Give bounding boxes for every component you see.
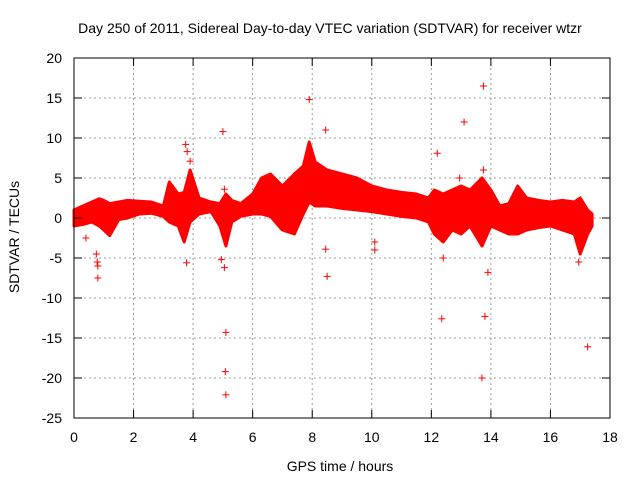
data-point (323, 272, 331, 280)
x-tick-label: 2 (130, 429, 138, 445)
y-tick-label: 0 (54, 210, 62, 226)
y-tick-label: 20 (46, 50, 62, 66)
data-point (456, 174, 464, 182)
data-point (479, 166, 487, 174)
data-point (433, 149, 441, 157)
x-tick-label: 4 (189, 429, 197, 445)
y-tick-label: -20 (42, 370, 62, 386)
axis-ticks (73, 57, 611, 419)
x-tick-labels: 0 2 4 6 8 10 12 14 16 18 (70, 429, 618, 445)
data-point (183, 148, 191, 156)
data-point (481, 312, 489, 320)
y-tick-label: -15 (42, 330, 62, 346)
data-point (220, 264, 228, 272)
data-point (371, 238, 379, 246)
x-tick-label: 16 (543, 429, 559, 445)
data-point (484, 268, 492, 276)
data-point (460, 118, 468, 126)
data-point (371, 246, 379, 254)
data-point (219, 128, 227, 136)
x-tick-label: 18 (602, 429, 618, 445)
y-tick-label: -10 (42, 290, 62, 306)
data-point (220, 185, 228, 193)
y-tick-labels: -25 -20 -15 -10 -5 0 5 10 15 20 (42, 50, 62, 426)
data-point (94, 262, 102, 270)
x-axis-title: GPS time / hours (287, 458, 394, 474)
data-point (183, 259, 191, 267)
data-point (305, 96, 313, 104)
x-tick-label: 8 (308, 429, 316, 445)
data-point (221, 368, 229, 376)
data-point (478, 374, 486, 382)
data-band (72, 140, 594, 256)
y-tick-label: 5 (54, 170, 62, 186)
x-tick-label: 6 (249, 429, 257, 445)
data-point (439, 254, 447, 262)
data-point (222, 391, 230, 399)
data-point (322, 126, 330, 134)
y-tick-label: -5 (50, 250, 63, 266)
x-tick-label: 12 (424, 429, 440, 445)
data-point (82, 234, 90, 242)
data-point (479, 82, 487, 90)
data-point (94, 274, 102, 282)
data-point (93, 258, 101, 266)
data-point (182, 140, 190, 148)
x-tick-label: 14 (483, 429, 499, 445)
plot-frame (73, 57, 611, 419)
x-tick-label: 0 (70, 429, 78, 445)
y-axis-title: SDTVAR / TECUs (6, 181, 22, 293)
y-tick-label: 10 (46, 130, 62, 146)
data-band-area (72, 140, 594, 256)
data-point (186, 157, 194, 165)
x-tick-label: 10 (364, 429, 380, 445)
data-point (584, 343, 592, 351)
data-point (322, 245, 330, 253)
data-point (575, 258, 583, 266)
chart-title: Day 250 of 2011, Sidereal Day-to-day VTE… (78, 20, 582, 36)
data-point (222, 328, 230, 336)
data-point (217, 256, 225, 264)
data-point (438, 315, 446, 323)
data-points (82, 82, 592, 399)
y-tick-label: -25 (42, 410, 62, 426)
data-point (92, 250, 100, 258)
y-tick-label: 15 (46, 90, 62, 106)
grid (74, 58, 610, 418)
